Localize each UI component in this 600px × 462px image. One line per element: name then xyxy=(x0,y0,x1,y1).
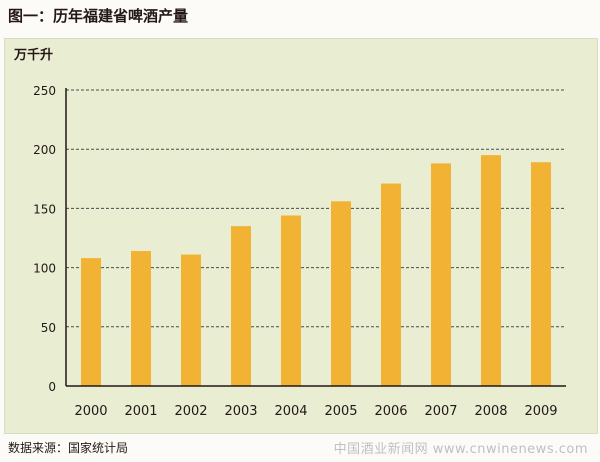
bar-2006 xyxy=(381,183,401,386)
axis-layer xyxy=(65,88,566,387)
bar-2005 xyxy=(331,201,351,386)
y-tick-label: 250 xyxy=(33,84,56,98)
bar-2009 xyxy=(531,162,551,386)
bar-2002 xyxy=(181,254,201,386)
x-tick-label: 2008 xyxy=(474,404,507,419)
bar-2000 xyxy=(81,258,101,386)
bar-2003 xyxy=(231,226,251,386)
x-tick-label: 2005 xyxy=(324,404,357,419)
label-layer: 0 50 100 150 200 250 2000 2001 2002 2003 2004 2005 2… xyxy=(33,84,557,419)
bar-2008 xyxy=(481,155,501,386)
x-tick-label: 2006 xyxy=(374,404,407,419)
bar-2007 xyxy=(431,163,451,386)
bar-2001 xyxy=(131,251,151,386)
bar-2004 xyxy=(281,215,301,386)
watermark: 中国酒业新闻网 www.cnwinenews.com xyxy=(333,442,588,457)
figure-title: 图一：历年福建省啤酒产量 xyxy=(8,7,189,25)
x-tick-label: 2004 xyxy=(274,404,307,419)
y-tick-label: 100 xyxy=(33,262,56,276)
y-axis-unit-label: 万千升 xyxy=(14,48,54,63)
x-tick-label: 2003 xyxy=(224,404,257,419)
x-tick-label: 2000 xyxy=(74,404,107,419)
x-tick-label: 2002 xyxy=(174,404,207,419)
source-note: 数据来源：国家统计局 xyxy=(8,441,129,455)
y-tick-label: 0 xyxy=(48,380,56,394)
x-tick-label: 2001 xyxy=(124,404,157,419)
x-tick-label: 2009 xyxy=(524,404,557,419)
bar-layer xyxy=(81,155,551,386)
y-tick-label: 150 xyxy=(33,202,56,216)
y-tick-label: 200 xyxy=(33,143,56,157)
y-tick-label: 50 xyxy=(41,321,56,335)
x-tick-label: 2007 xyxy=(424,404,457,419)
